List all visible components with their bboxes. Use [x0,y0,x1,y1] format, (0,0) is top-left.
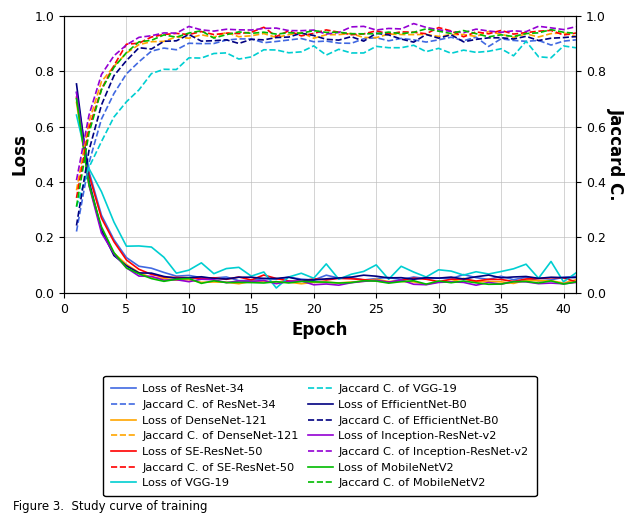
Y-axis label: Loss: Loss [11,133,29,175]
Text: Figure 3.  Study curve of training: Figure 3. Study curve of training [13,499,207,513]
Y-axis label: Jaccard C.: Jaccard C. [607,108,625,201]
X-axis label: Epoch: Epoch [292,321,348,339]
Legend: Loss of ResNet-34, Jaccard C. of ResNet-34, Loss of DenseNet-121, Jaccard C. of : Loss of ResNet-34, Jaccard C. of ResNet-… [104,376,536,496]
